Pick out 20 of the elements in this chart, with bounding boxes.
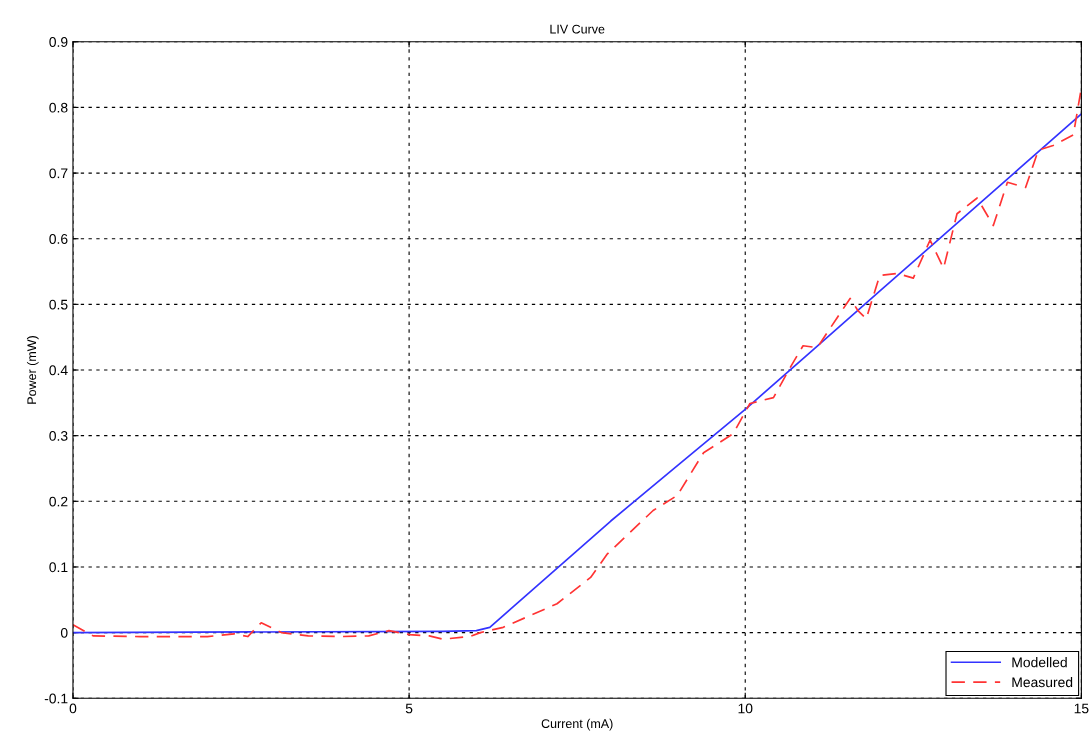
y-tick-label: 0.3: [49, 431, 68, 441]
y-tick-label: 0.2: [49, 496, 68, 507]
y-tick-label: 0.7: [49, 168, 68, 179]
y-tick-label: 0.4: [49, 365, 68, 376]
y-tick-label: 0.8: [49, 102, 68, 113]
x-tick-label: 0: [69, 703, 77, 714]
y-tick-label: 0.5: [49, 299, 68, 310]
y-tick-label: -0.1: [44, 693, 68, 704]
y-tick-label: 0: [60, 627, 68, 638]
x-axis-title: Current (mA): [541, 718, 613, 731]
y-tick-label: 0.1: [49, 562, 68, 573]
legend-label: Measured: [1012, 676, 1073, 688]
y-axis-title: Power (mW): [26, 336, 39, 404]
x-tick-label: 15: [1074, 703, 1089, 714]
y-tick-label: 0.6: [49, 234, 68, 244]
y-tick-label: 0.9: [49, 37, 68, 47]
x-tick-label: 5: [405, 703, 413, 714]
chart-title: LIV Curve: [550, 24, 605, 34]
legend-label: Modelled: [1012, 657, 1067, 668]
x-tick-label: 10: [738, 703, 753, 714]
